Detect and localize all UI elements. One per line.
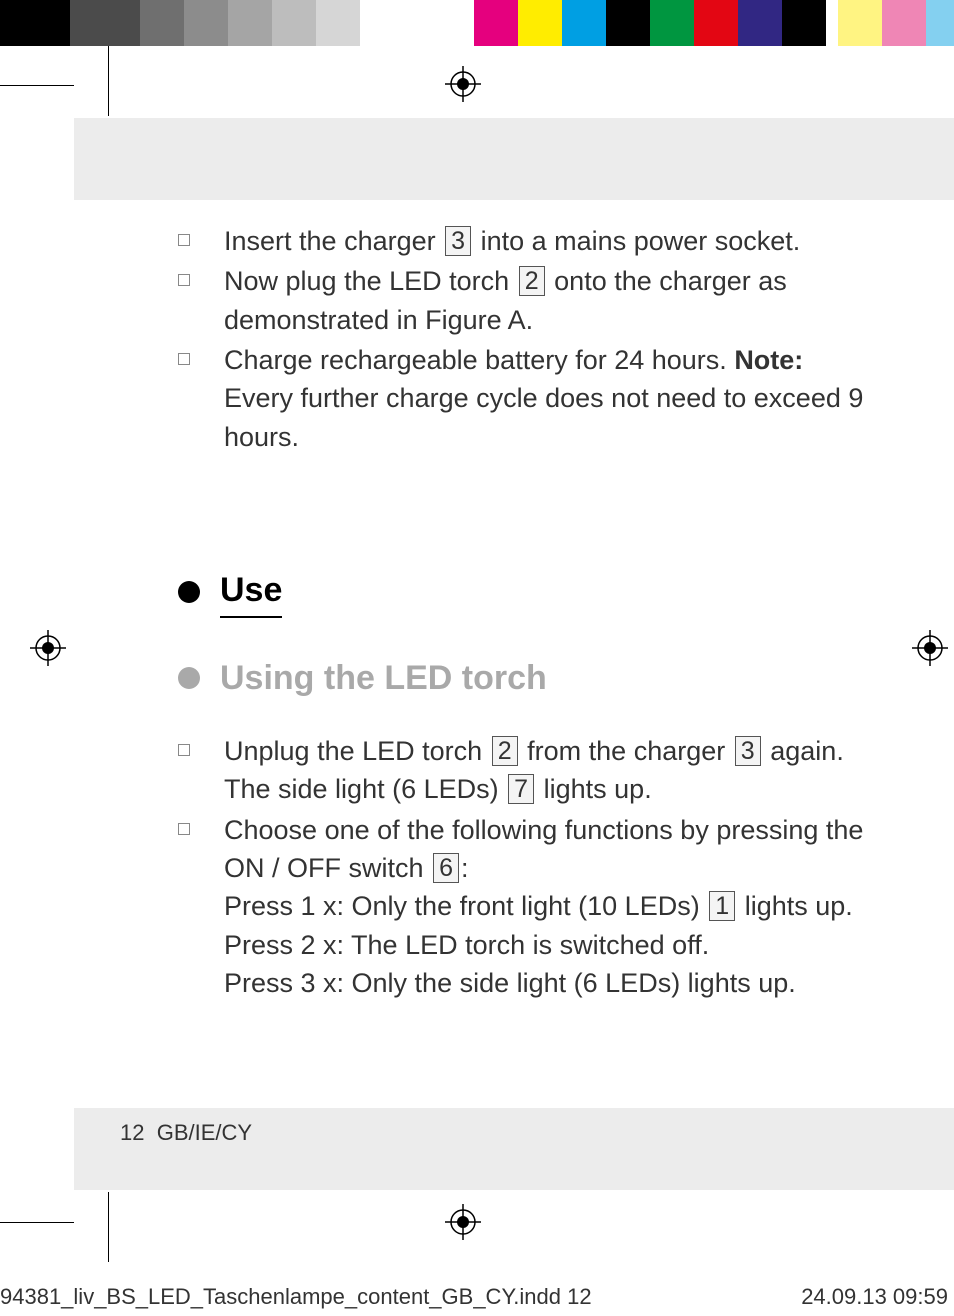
bullet-dot-icon: [178, 667, 200, 689]
color-swatch: [404, 0, 474, 46]
color-swatch: [518, 0, 562, 46]
section-heading-using: Using the LED torch: [178, 654, 868, 702]
text: Now plug the LED torch: [224, 266, 517, 296]
text: Insert the charger: [224, 226, 443, 256]
slug-filename: 94381_liv_BS_LED_Taschenlampe_content_GB…: [0, 1284, 592, 1310]
color-swatch: [316, 0, 360, 46]
color-swatch: [184, 0, 228, 46]
color-swatch: [694, 0, 738, 46]
part-ref: 7: [508, 774, 534, 804]
text: from the charger: [520, 736, 733, 766]
page-number-value: 12: [120, 1120, 144, 1145]
text: Press 1 x: Only the front light (10 LEDs…: [224, 891, 707, 921]
color-swatch: [360, 0, 404, 46]
list-item-text: Unplug the LED torch 2 from the charger …: [224, 732, 868, 809]
list-item-text: Now plug the LED torch 2 onto the charge…: [224, 262, 868, 339]
text: Press 2 x: The LED torch is switched off…: [224, 930, 709, 960]
crop-mark: [0, 85, 74, 86]
list-item-text: Choose one of the following functions by…: [224, 811, 868, 1003]
slug-datetime: 24.09.13 09:59: [801, 1284, 948, 1310]
instruction-list-2: Unplug the LED torch 2 from the charger …: [178, 732, 868, 1004]
registration-mark-icon: [445, 66, 481, 102]
heading-text: Using the LED torch: [220, 654, 547, 702]
page-number: 12 GB/IE/CY: [120, 1120, 252, 1146]
checkbox-bullet-icon: [178, 823, 190, 835]
list-item-text: Charge rechargeable battery for 24 hours…: [224, 341, 868, 456]
note-label: Note:: [734, 345, 803, 375]
instruction-list-1: Insert the charger 3 into a mains power …: [178, 222, 868, 458]
color-swatch: [272, 0, 316, 46]
part-ref: 3: [735, 736, 761, 766]
color-swatch: [140, 0, 184, 46]
list-item: Unplug the LED torch 2 from the charger …: [178, 732, 868, 809]
registration-mark-icon: [445, 1204, 481, 1240]
crop-mark: [0, 1222, 74, 1223]
part-ref: 6: [433, 853, 459, 883]
list-item: Choose one of the following functions by…: [178, 811, 868, 1003]
heading-text: Use: [220, 566, 282, 618]
color-swatch: [926, 0, 954, 46]
checkbox-bullet-icon: [178, 234, 190, 246]
color-swatch: [826, 0, 838, 46]
list-item-text: Insert the charger 3 into a mains power …: [224, 222, 868, 260]
color-swatch: [882, 0, 926, 46]
checkbox-bullet-icon: [178, 353, 190, 365]
list-item: Now plug the LED torch 2 onto the charge…: [178, 262, 868, 339]
part-ref: 2: [519, 266, 545, 296]
color-calibration-bar: [0, 0, 954, 46]
part-ref: 2: [492, 736, 518, 766]
bullet-dot-icon: [178, 581, 200, 603]
registration-mark-icon: [30, 630, 66, 666]
crop-mark: [108, 1192, 109, 1262]
text: Unplug the LED torch: [224, 736, 490, 766]
text: Charge rechargeable battery for 24 hours…: [224, 345, 734, 375]
checkbox-bullet-icon: [178, 744, 190, 756]
text: lights up.: [536, 774, 652, 804]
color-swatch: [70, 0, 140, 46]
color-swatch: [738, 0, 782, 46]
header-grey-band: [74, 118, 954, 200]
color-swatch: [838, 0, 882, 46]
section-headings: Use Using the LED torch: [178, 558, 868, 703]
text: into a mains power socket.: [473, 226, 800, 256]
section-heading-use: Use: [178, 566, 868, 618]
text: Press 3 x: Only the side light (6 LEDs) …: [224, 968, 796, 998]
registration-mark-icon: [912, 630, 948, 666]
color-swatch: [606, 0, 650, 46]
color-swatch: [228, 0, 272, 46]
checkbox-bullet-icon: [178, 274, 190, 286]
color-swatch: [650, 0, 694, 46]
text: :: [461, 853, 469, 883]
list-item: Insert the charger 3 into a mains power …: [178, 222, 868, 260]
list-item: Charge rechargeable battery for 24 hours…: [178, 341, 868, 456]
part-ref: 3: [445, 226, 471, 256]
color-swatch: [474, 0, 518, 46]
text: Every further charge cycle does not need…: [224, 383, 863, 451]
crop-mark: [108, 46, 109, 116]
color-swatch: [562, 0, 606, 46]
region-code: GB/IE/CY: [157, 1120, 252, 1145]
part-ref: 1: [709, 891, 735, 921]
color-swatch: [782, 0, 826, 46]
text: lights up.: [737, 891, 853, 921]
color-swatch: [0, 0, 70, 46]
text: Choose one of the following functions by…: [224, 815, 863, 883]
